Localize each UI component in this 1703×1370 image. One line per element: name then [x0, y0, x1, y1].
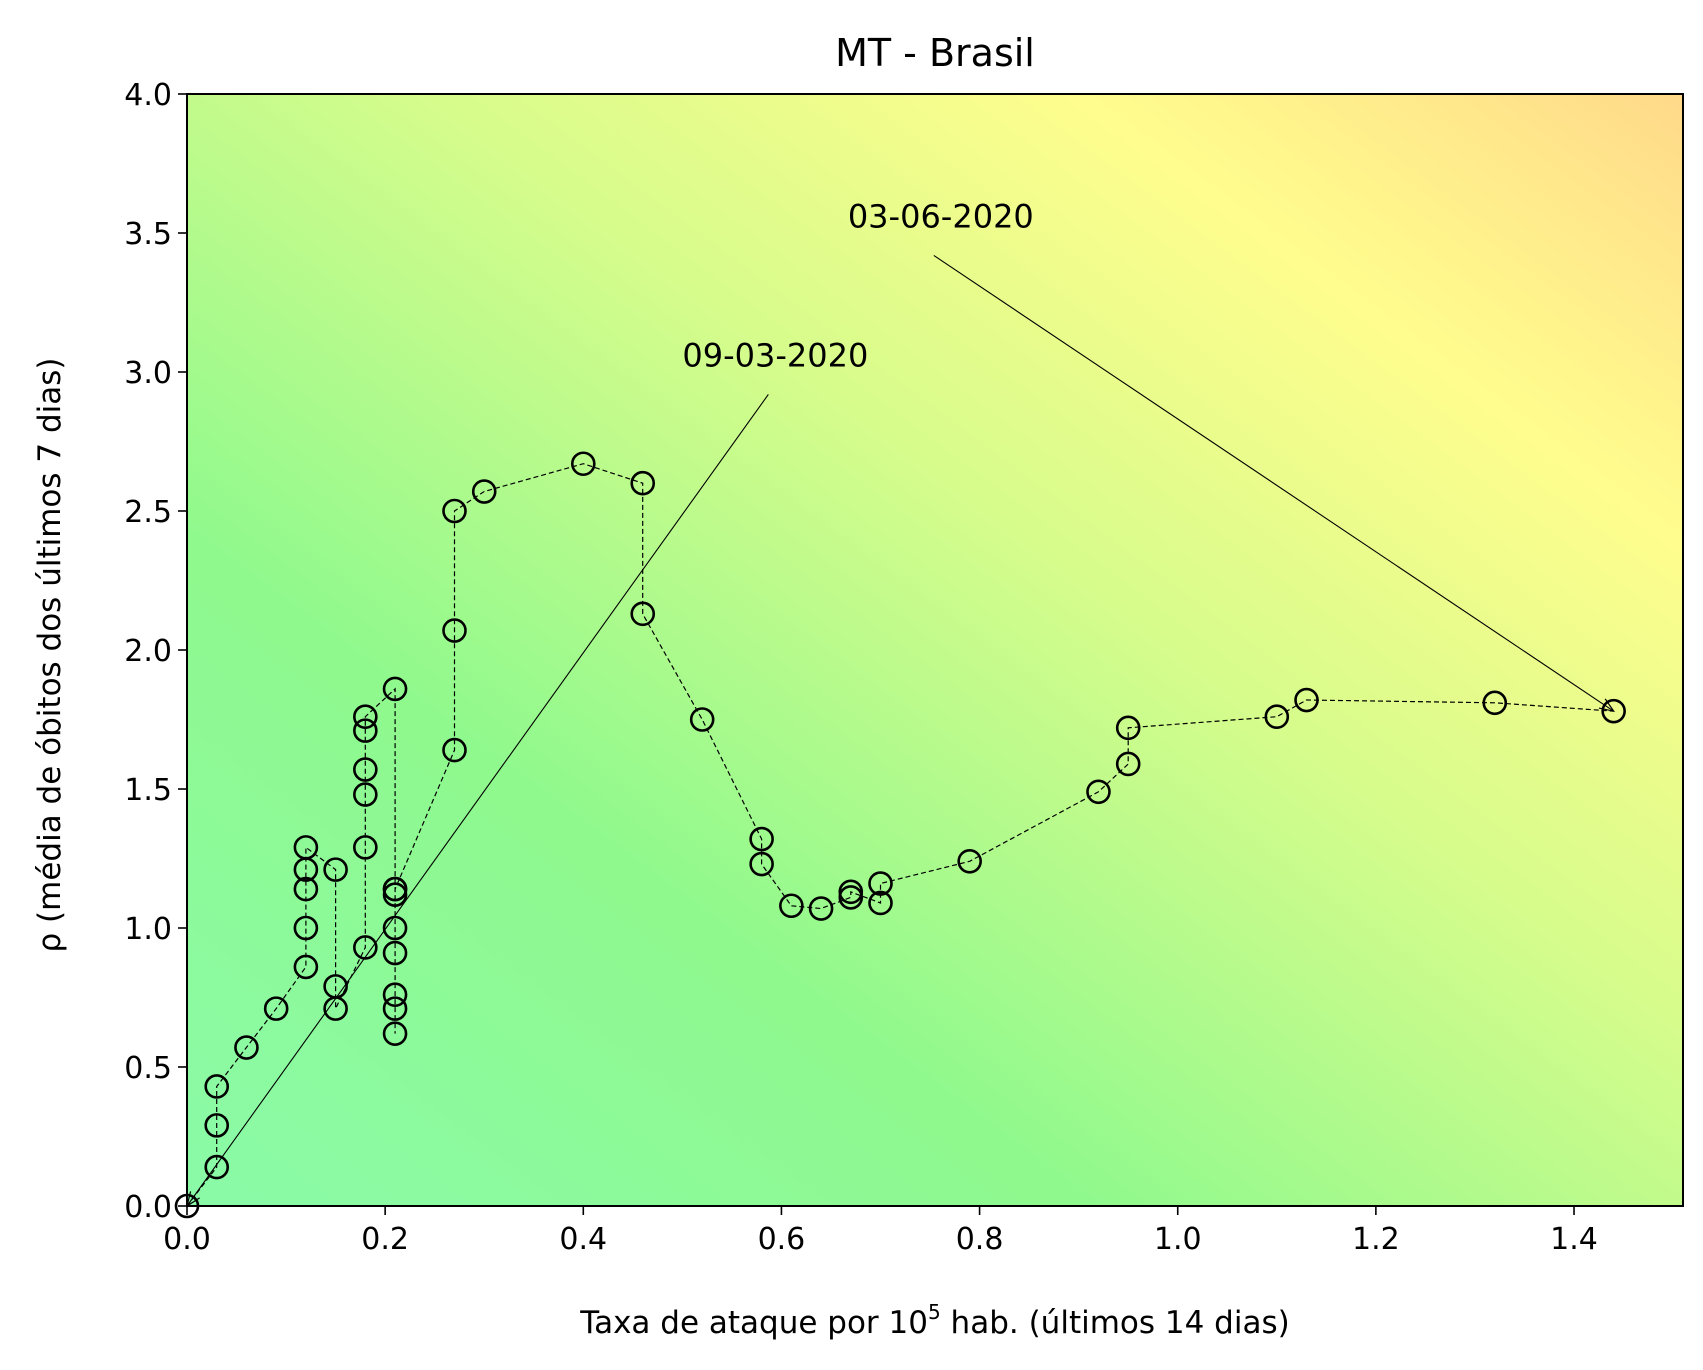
data-point [382, 882, 408, 907]
x-tick-label: 0.8 [956, 1222, 1004, 1257]
data-points [174, 451, 1626, 1219]
annotation-arrow-line [933, 254, 1614, 712]
data-point [323, 857, 348, 882]
data-point [957, 848, 982, 874]
y-tick-label: 3.0 [124, 356, 172, 391]
y-tick-label: 1.5 [124, 773, 172, 808]
data-point [204, 1113, 230, 1138]
y-tick-label: 2.5 [124, 495, 172, 530]
data-point [293, 835, 319, 860]
data-point [630, 601, 656, 627]
plot-background [187, 94, 1683, 1206]
x-axis-label-main: Taxa de ataque por 10 [579, 1305, 928, 1341]
data-point [382, 876, 408, 902]
data-point [382, 915, 408, 941]
data-point [570, 451, 596, 477]
data-point [868, 890, 893, 916]
y-tick-label: 0.0 [124, 1190, 172, 1225]
data-point [838, 879, 864, 905]
x-tick-label: 0.0 [163, 1222, 211, 1257]
data-point [1482, 690, 1508, 716]
data-point [382, 940, 408, 966]
data-point [353, 757, 378, 782]
data-point [353, 935, 378, 960]
annotation-arrow-line [186, 394, 769, 1207]
series-line [186, 463, 1614, 1207]
data-point [382, 1021, 408, 1046]
data-point [1086, 779, 1111, 805]
data-point [442, 737, 467, 763]
data-point [1115, 715, 1141, 741]
annotation-label: 03-06-2020 [848, 197, 1034, 235]
data-point [353, 782, 378, 807]
data-point [808, 896, 834, 921]
data-point [442, 618, 467, 643]
data-point [471, 479, 497, 504]
y-tick-label: 0.5 [124, 1051, 172, 1086]
data-point [353, 835, 378, 860]
data-point [293, 915, 319, 941]
trajectory-line [186, 463, 1614, 1207]
data-point [293, 954, 319, 980]
data-point [1294, 687, 1319, 713]
data-point [382, 676, 408, 702]
x-axis-label: Taxa de ataque por 105 hab. (últimos 14 … [579, 1300, 1289, 1341]
data-point [204, 1074, 230, 1099]
data-point [234, 1035, 259, 1060]
annotation-labels: 09-03-2020 03-06-2020 [682, 197, 1033, 374]
data-point [749, 851, 774, 877]
data-point [442, 498, 467, 524]
data-point [1115, 751, 1141, 777]
x-tick-label: 0.2 [361, 1222, 409, 1257]
x-tick-label: 0.4 [559, 1222, 607, 1257]
data-point [689, 707, 715, 732]
data-point [630, 470, 656, 496]
data-point [263, 996, 289, 1021]
x-axis-label-superscript: 5 [928, 1300, 941, 1324]
data-point [868, 871, 893, 896]
x-axis-label-rest: hab. (últimos 14 dias) [941, 1305, 1290, 1341]
data-point [1264, 704, 1290, 730]
y-tick-label: 2.0 [124, 634, 172, 669]
data-point [382, 982, 408, 1008]
data-point [1601, 698, 1626, 724]
data-point [749, 826, 774, 852]
y-tick-label: 4.0 [124, 78, 172, 113]
data-point [204, 1154, 230, 1180]
data-point [353, 704, 378, 730]
y-axis-label: ρ (média de óbitos dos últimos 7 dias) [32, 358, 68, 953]
data-point [353, 718, 378, 743]
y-tick-label: 1.0 [124, 912, 172, 947]
x-tick-label: 0.6 [758, 1222, 806, 1257]
data-point [838, 885, 864, 910]
data-point [779, 893, 804, 919]
y-tick-label: 3.5 [124, 217, 172, 252]
x-tick-label: 1.0 [1154, 1222, 1202, 1257]
data-point [323, 996, 348, 1021]
annotation-label: 09-03-2020 [682, 336, 868, 374]
axis-ticks: 0.0 0.2 0.4 0.6 0.8 1.0 1.2 1.4 0.0 0.5 1.0 1.5 2.0 2… [124, 78, 1598, 1257]
chart-title: MT - Brasil [835, 31, 1035, 75]
data-point [293, 876, 319, 902]
x-tick-label: 1.4 [1550, 1222, 1598, 1257]
data-point [382, 996, 408, 1021]
x-tick-label: 1.2 [1352, 1222, 1400, 1257]
